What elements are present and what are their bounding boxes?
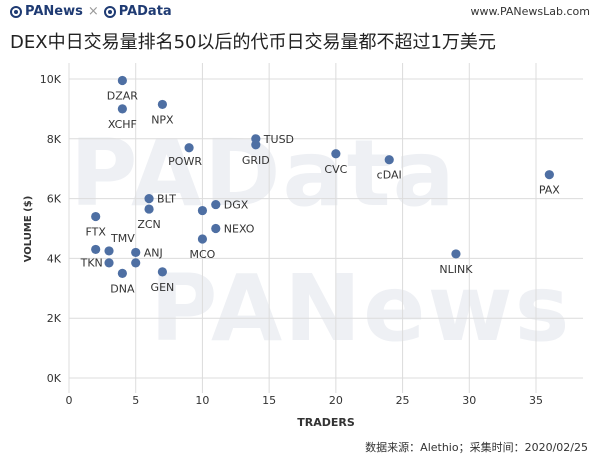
point-label: cDAI [377,169,402,182]
site-url: www.PANewsLab.com [470,5,591,18]
point-label: GRID [242,154,270,167]
point-label: NLINK [439,263,473,276]
point-label: ZCN [137,218,160,231]
x-tick-label: 25 [396,394,410,407]
data-point [251,140,261,150]
data-point [384,155,394,165]
x-tick-label: 0 [66,394,73,407]
y-tick-label: 8K [47,133,62,146]
point-label: CVC [324,163,347,176]
y-axis-label: VOLUME ($) [23,196,34,263]
x-tick-label: 20 [329,394,343,407]
y-tick-label: 6K [47,193,62,206]
data-point [117,104,127,114]
panews-logo-icon [10,5,22,18]
data-point [91,211,101,222]
data-point [157,99,167,110]
point-label: DNA [110,282,135,295]
data-point [197,234,208,244]
point-label: GEN [151,281,175,294]
y-tick-label: 10K [40,73,62,86]
data-point [117,268,127,278]
y-tick-label: 4K [47,252,62,265]
point-label: FTX [85,226,106,239]
x-tick-labels: 0 5 10 15 20 25 30 35 [66,394,544,407]
brand-left: PANews [25,4,83,19]
data-point [197,205,208,216]
y-tick-label: 0K [47,372,62,385]
x-axis-label: TRADERS [297,416,355,429]
point-label: DGX [224,199,249,212]
x-tick-label: 15 [262,394,276,407]
data-point [117,75,127,86]
grid-lines [68,63,583,393]
data-points [91,75,554,278]
point-label: DZAR [107,89,139,102]
data-point [544,170,554,180]
brand: PANews × PAData [10,4,172,19]
point-label: TUSD [263,133,294,146]
data-point [104,246,114,256]
header: PANews × PAData www.PANewsLab.com [10,2,590,22]
data-point [211,199,221,210]
data-point [144,194,154,204]
point-labels: DZAR XCHF NPX TUSD GRID POWR CVC cDAI PAX BLT ZCN D… [80,89,561,295]
y-tick-label: 2K [47,312,62,325]
point-label: NPX [151,113,174,126]
data-point [184,143,194,153]
data-point [451,249,461,259]
point-label: BLT [157,193,176,206]
chart-title: DEX中日交易量排名50以后的代币日交易量都不超过1万美元 [10,32,496,53]
point-label: XCHF [108,118,137,131]
watermark-top: PAData [70,120,457,227]
point-label: ANJ [144,246,163,259]
brand-separator: × [87,4,99,19]
data-point [211,223,221,234]
y-tick-labels: 0K 2K 4K 6K 8K 10K [40,73,62,385]
brand-right: PAData [118,4,172,19]
data-point [104,258,114,268]
point-label: POWR [168,155,202,168]
data-point [131,258,141,268]
point-label: TMV [110,232,135,245]
point-label: MCO [190,248,216,261]
point-label: NEXO [224,223,255,236]
data-point [331,149,341,159]
x-tick-label: 10 [195,394,209,407]
data-point [157,267,167,277]
point-label: TKN [80,256,103,269]
data-point [144,204,154,214]
data-source: 数据来源：Alethio；采集时间：2020/02/25 [365,441,588,454]
watermark-bottom: PANews [150,255,572,362]
x-tick-label: 5 [132,394,139,407]
padata-logo-icon [103,5,116,18]
x-tick-label: 35 [529,394,543,407]
x-tick-label: 30 [462,394,476,407]
data-point [131,247,141,258]
point-label: PAX [539,184,560,197]
data-point [91,244,101,255]
